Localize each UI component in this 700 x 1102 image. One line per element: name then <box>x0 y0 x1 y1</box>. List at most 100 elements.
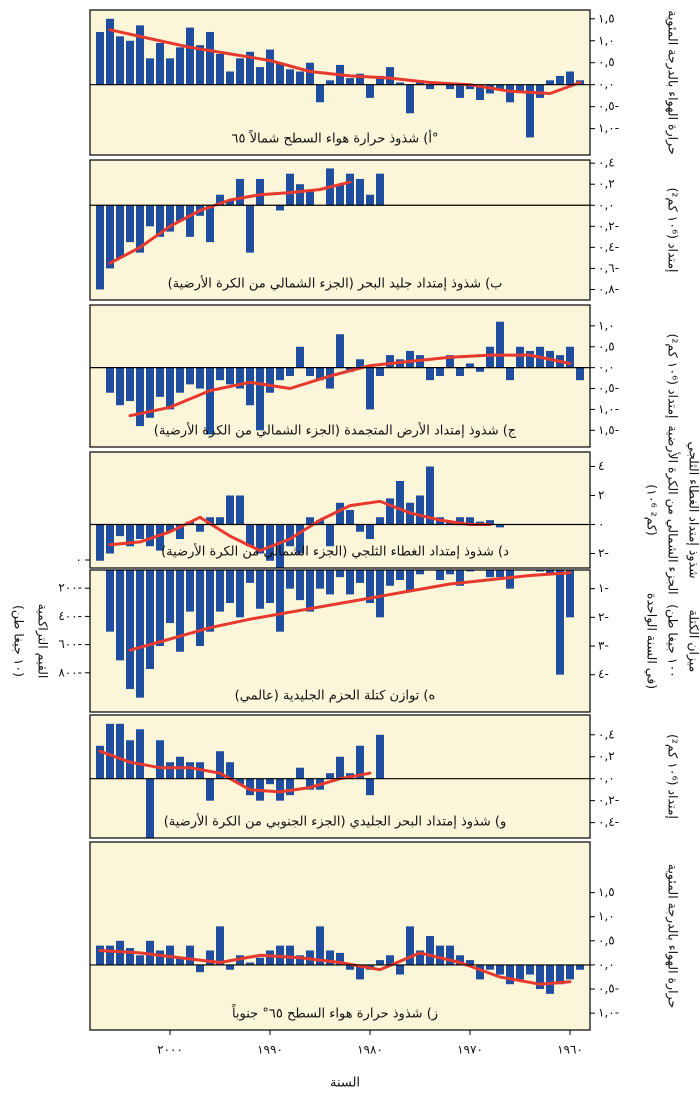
bar <box>96 31 104 85</box>
bar <box>226 762 234 779</box>
bar <box>356 524 364 532</box>
bar <box>536 964 544 990</box>
bar <box>386 498 394 525</box>
y-tick-label: ٢- <box>598 546 609 560</box>
bar <box>466 84 474 90</box>
y-tick-label: ٠,٤ <box>598 156 615 170</box>
bar <box>136 524 144 539</box>
bar <box>166 58 174 85</box>
bar <box>276 570 284 632</box>
bar <box>286 778 294 796</box>
bar <box>116 367 124 406</box>
bar <box>406 84 414 114</box>
bar <box>326 773 334 779</box>
y-tick-label: ٣- <box>598 639 609 653</box>
bar <box>446 355 454 368</box>
bar <box>116 36 124 85</box>
bar <box>476 84 484 101</box>
x-tick-label: ١٩٨٠ <box>357 1043 383 1057</box>
bar <box>206 31 214 85</box>
bar <box>516 84 524 92</box>
bar <box>276 524 284 568</box>
bar <box>106 570 114 632</box>
bar <box>466 517 474 525</box>
plot-area <box>96 168 384 290</box>
bar <box>496 524 504 528</box>
bar <box>326 80 334 85</box>
bar <box>156 367 164 397</box>
bar <box>366 570 374 603</box>
bar <box>336 756 344 779</box>
plot-area <box>106 321 584 435</box>
bar <box>376 75 384 85</box>
bar <box>306 62 314 85</box>
bar <box>496 964 504 975</box>
bar <box>226 964 234 970</box>
bar <box>216 367 224 381</box>
y-tick-label: ٠,٠ <box>598 771 615 785</box>
bar <box>516 964 524 980</box>
bar <box>496 84 504 90</box>
bar <box>346 570 354 595</box>
y-axis-label: شذوذ إمتداد الغطاء الثلجي <box>686 441 700 578</box>
y-tick-label: ٠,٦- <box>598 261 619 275</box>
bar <box>256 957 264 965</box>
bar <box>536 570 544 572</box>
bar <box>216 194 224 206</box>
bar <box>376 173 384 206</box>
bar <box>396 82 404 85</box>
bar <box>246 51 254 85</box>
panel-title: و) شذوذ إمتداد البحر الجليدي (الجزء الجن… <box>164 813 507 830</box>
bar <box>486 346 494 368</box>
bar <box>146 367 154 418</box>
bar <box>566 964 574 980</box>
y-axis-label: إمتداد (١٠⁶ كم²) <box>665 734 681 819</box>
panel-frame <box>89 159 591 301</box>
bar <box>106 18 114 85</box>
bar <box>146 570 154 669</box>
bar <box>426 466 434 525</box>
bar <box>166 205 174 232</box>
panel-title: د) شذوذ إمتداد الغطاء الثلجي (الجزء الشم… <box>161 543 509 560</box>
bar <box>556 570 564 675</box>
bar <box>396 481 404 525</box>
bar <box>336 334 344 368</box>
bar <box>456 367 464 376</box>
bar <box>226 570 234 603</box>
bar <box>556 964 564 985</box>
bar <box>536 84 544 98</box>
bar <box>256 524 264 554</box>
bar <box>216 517 224 525</box>
y-tick-label: ١,٠ <box>598 318 615 332</box>
y-tick-label: ٠,٥ <box>598 933 615 947</box>
bar <box>476 964 484 980</box>
bar <box>116 570 124 661</box>
bar <box>286 945 294 965</box>
panel-frame <box>89 451 591 569</box>
x-tick-label: ١٩٧٠ <box>457 1043 483 1057</box>
bar <box>576 964 584 970</box>
y-tick-label: ٠,٠ <box>598 198 615 212</box>
bar <box>266 778 274 785</box>
bar <box>196 524 204 532</box>
y-tick-label: ٢ <box>598 488 604 502</box>
y2-tick-label: ٦٠٠- <box>58 637 82 651</box>
x-tick-label: ١٩٦٠ <box>557 1043 583 1057</box>
x-tick-label: ٢٠٠٠ <box>157 1043 183 1057</box>
bar <box>286 367 294 376</box>
bar <box>316 520 324 525</box>
bar <box>156 570 164 647</box>
bar <box>176 205 184 222</box>
y-tick-label: ١,٠ <box>598 909 615 923</box>
bar <box>566 71 574 85</box>
plot-area <box>96 18 584 138</box>
bar <box>106 205 114 269</box>
bar <box>476 367 484 372</box>
trend-line <box>108 28 582 95</box>
panel-frame <box>89 569 591 713</box>
bar <box>386 570 394 586</box>
bar <box>526 84 534 138</box>
y-tick-label: ٠,٠ <box>598 360 615 374</box>
bar <box>136 25 144 85</box>
